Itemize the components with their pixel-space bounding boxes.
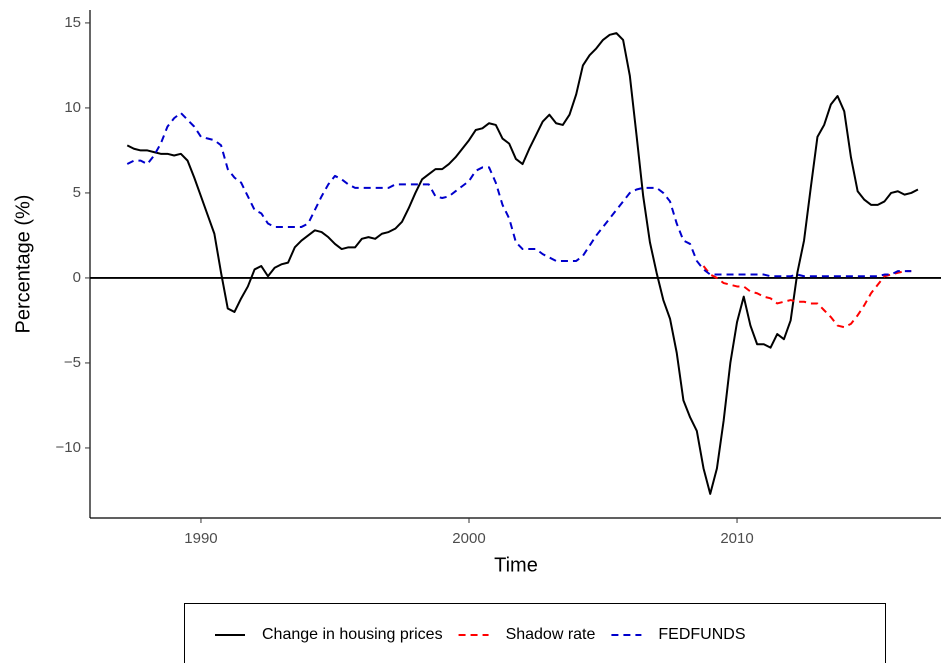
x-axis-title: Time [494, 554, 538, 576]
y-tick-label: −5 [64, 354, 81, 371]
y-tick-label: 15 [64, 14, 81, 31]
y-tick-label: 0 [73, 269, 81, 286]
y-axis-title: Percentage (%) [12, 195, 34, 334]
legend-label: FEDFUNDS [658, 626, 745, 643]
x-tick-label: 2000 [452, 530, 485, 547]
legend-label: Shadow rate [506, 626, 596, 643]
y-tick-label: 10 [64, 99, 81, 116]
y-tick-label: 5 [73, 184, 81, 201]
series-line [702, 265, 912, 329]
legend-box [184, 603, 886, 663]
x-tick-label: 1990 [184, 530, 217, 547]
x-tick-label: 2010 [720, 530, 753, 547]
y-tick-label: −10 [56, 439, 81, 456]
legend-label: Change in housing prices [262, 626, 443, 643]
series-line [126, 112, 912, 278]
series-line [126, 32, 919, 495]
